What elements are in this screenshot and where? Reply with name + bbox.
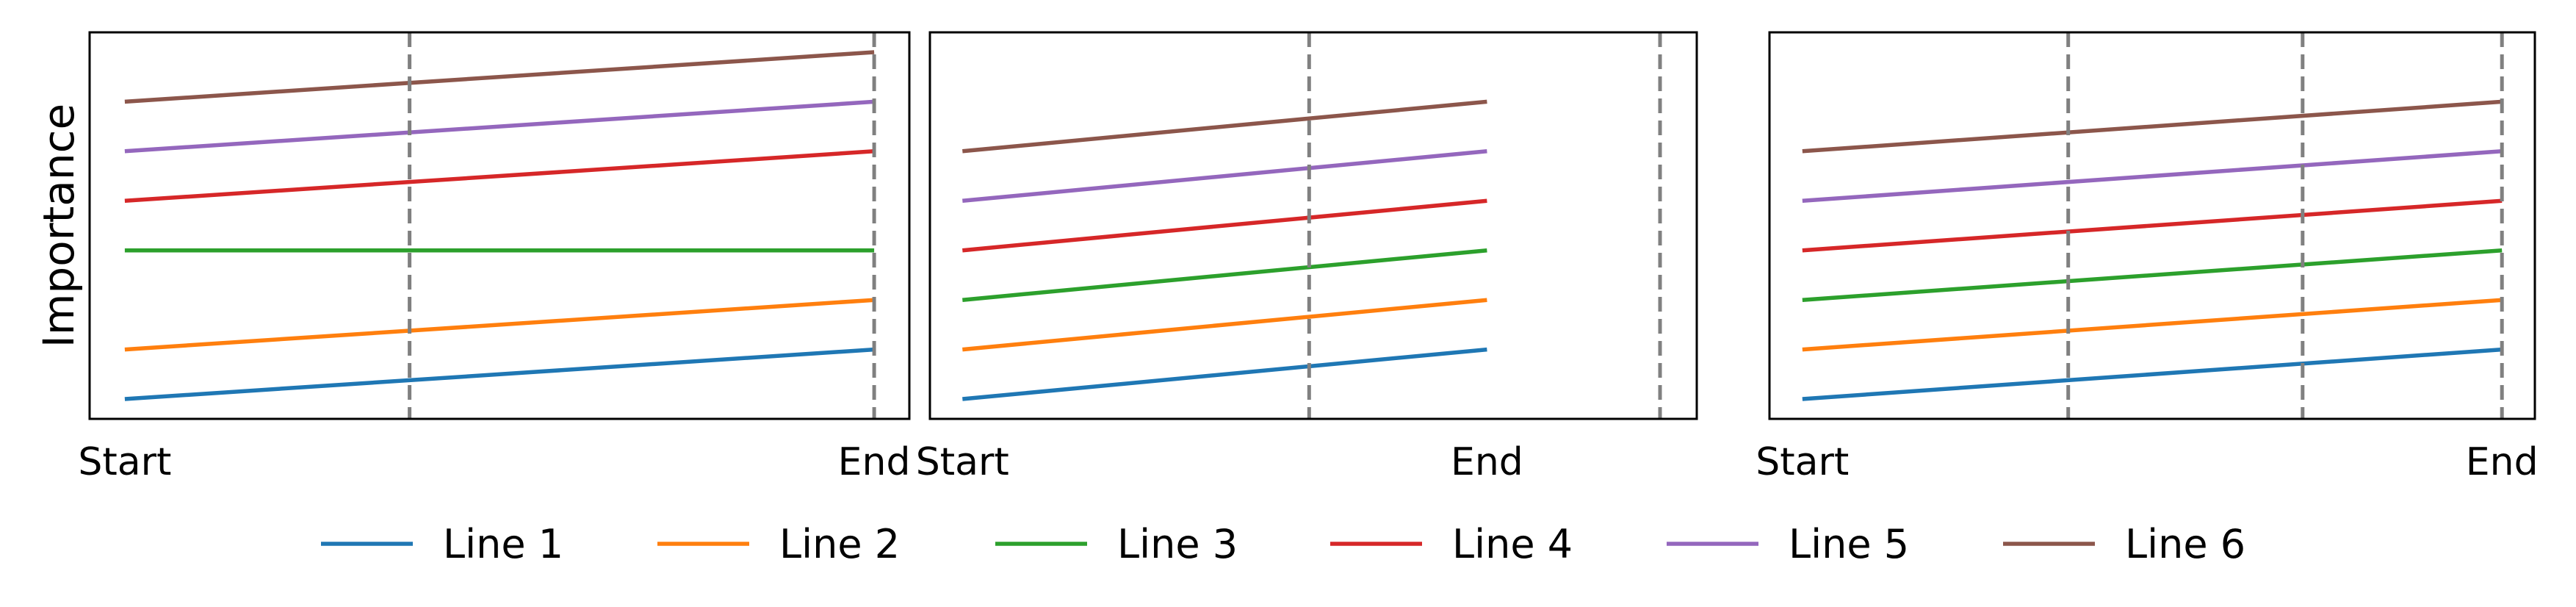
x-tick-label-start: Start [78, 440, 171, 484]
plot-frame [1768, 31, 2536, 420]
legend: Line 1 Line 2 Line 3 Line 4 Line 5 Line 6 [321, 521, 2245, 567]
legend-label: Line 6 [2125, 521, 2245, 567]
plot-frame [928, 31, 1698, 420]
series-line-5 [962, 149, 1487, 204]
chart-panel-1: Start End Importance [34, 31, 911, 484]
legend-item-3: Line 3 [995, 521, 1238, 567]
series-line-2 [962, 298, 1487, 352]
chart-panel-3: Start End [1756, 31, 2539, 484]
series-line-6 [962, 99, 1487, 154]
legend-item-5: Line 5 [1667, 521, 1909, 567]
legend-label: Line 2 [779, 521, 900, 567]
x-tick-label-end: End [838, 440, 911, 484]
x-tick-label-end: End [1451, 440, 1523, 484]
legend-label: Line 3 [1117, 521, 1238, 567]
series-line-5 [124, 99, 875, 154]
legend-item-2: Line 2 [657, 521, 900, 567]
plot-frame [88, 31, 911, 420]
series-line-3 [1802, 248, 2503, 302]
legend-item-1: Line 1 [321, 521, 563, 567]
series-line-4 [1802, 198, 2503, 253]
legend-label: Line 4 [1452, 521, 1573, 567]
x-tick-label-start: Start [916, 440, 1009, 484]
series-line-1 [124, 347, 875, 401]
chart-panel-2: Start End [916, 31, 1698, 484]
series-line-4 [962, 198, 1487, 253]
series-line-5 [1802, 149, 2503, 204]
legend-label: Line 1 [443, 521, 563, 567]
x-tick-label-end: End [2466, 440, 2539, 484]
series-line-1 [962, 347, 1487, 401]
series-line-4 [124, 149, 875, 204]
series-line-6 [1802, 99, 2503, 154]
legend-item-6: Line 6 [2003, 521, 2245, 567]
legend-label: Line 5 [1789, 521, 1909, 567]
series-line-3 [962, 248, 1487, 302]
series-line-2 [124, 298, 875, 352]
series-line-1 [1802, 347, 2503, 401]
x-tick-label-start: Start [1756, 440, 1849, 484]
y-axis-label: Importance [34, 104, 84, 348]
legend-item-4: Line 4 [1330, 521, 1573, 567]
series-line-6 [124, 50, 875, 104]
series-line-2 [1802, 298, 2503, 352]
